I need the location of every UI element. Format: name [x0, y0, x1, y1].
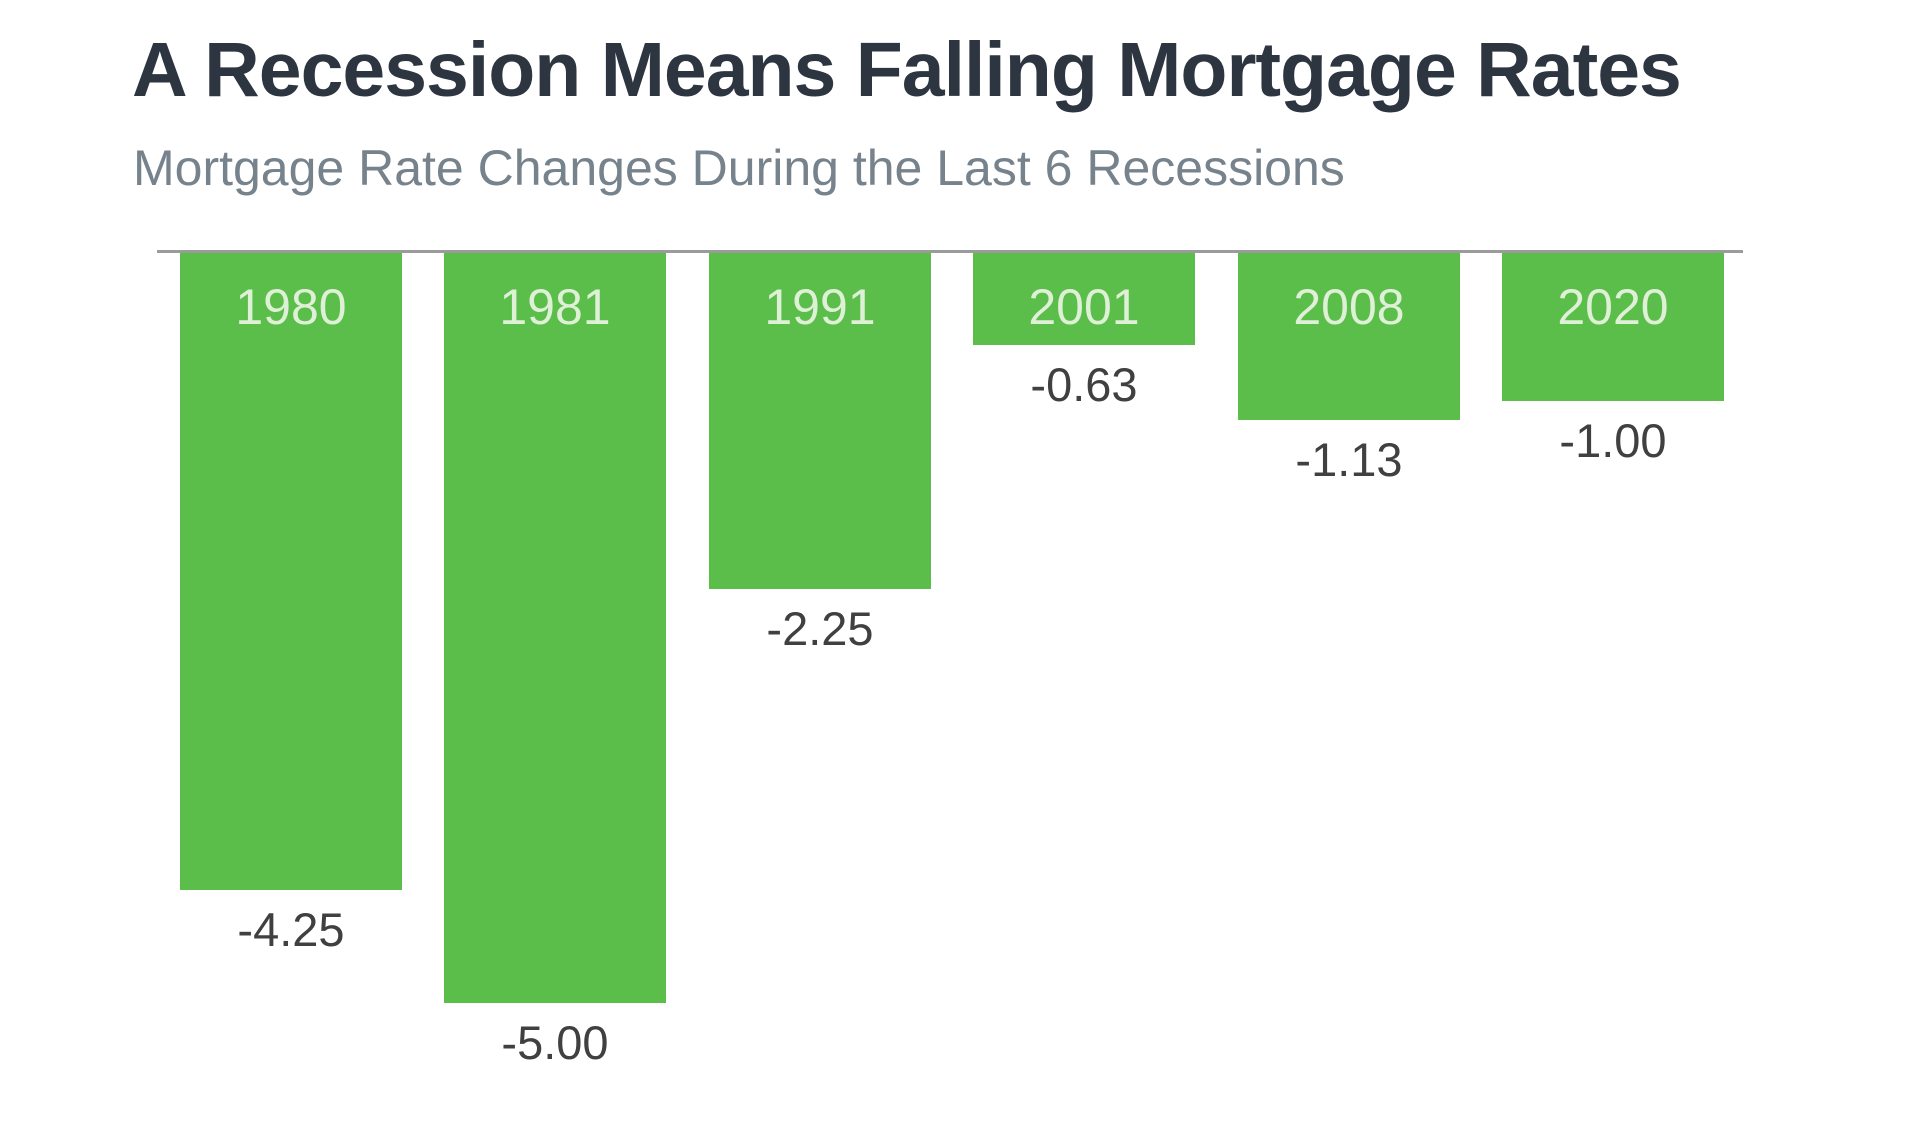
bar-value-label: -4.25: [237, 903, 345, 956]
bar-year-label: 2008: [1293, 279, 1405, 335]
bar-value-label: -1.13: [1295, 433, 1403, 486]
bar-year-label: 2001: [1028, 279, 1140, 335]
bar-1991: 1991: [709, 253, 931, 589]
bar-2020: 2020: [1502, 253, 1724, 401]
bar-1981: 1981: [444, 253, 666, 1003]
bar-year-label: 1980: [235, 279, 347, 335]
baseline-axis: [157, 250, 1743, 253]
bar-year-label: 2020: [1557, 279, 1669, 335]
bar-2001: 2001: [973, 253, 1195, 345]
bar-1980: 1980: [180, 253, 402, 890]
bar-value-label: -1.00: [1559, 414, 1667, 467]
bar-value-label: -2.25: [766, 602, 874, 655]
chart-subtitle: Mortgage Rate Changes During the Last 6 …: [133, 140, 1345, 196]
bar-year-label: 1991: [764, 279, 876, 335]
bar-year-label: 1981: [499, 279, 611, 335]
bar-value-label: -5.00: [501, 1016, 609, 1069]
bar-2008: 2008: [1238, 253, 1460, 420]
bar-value-label: -0.63: [1030, 358, 1138, 411]
chart-title: A Recession Means Falling Mortgage Rates: [132, 27, 1682, 113]
